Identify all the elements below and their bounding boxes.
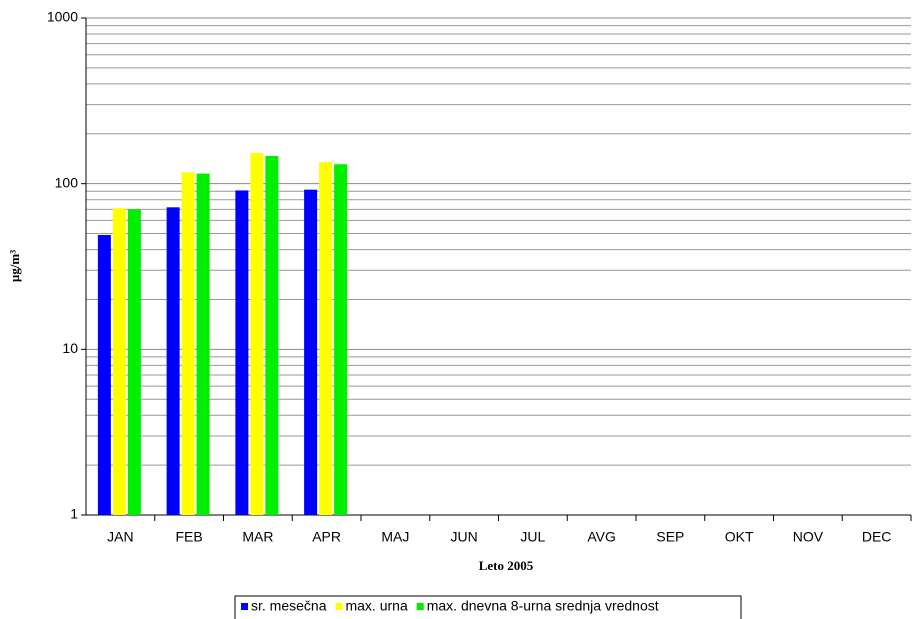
y-tick-label: 10 <box>62 340 78 356</box>
x-axis-title: Leto 2005 <box>479 558 534 573</box>
legend-label: max. urna <box>345 598 407 614</box>
x-tick-label: JUN <box>451 529 478 545</box>
y-tick-label: 1 <box>70 506 78 522</box>
bar <box>97 234 111 515</box>
x-tick-label: AVG <box>587 529 616 545</box>
bar <box>319 162 333 515</box>
legend-swatch <box>241 603 248 610</box>
bar <box>196 173 210 515</box>
x-tick-label: SEP <box>656 529 684 545</box>
legend-swatch <box>335 603 343 610</box>
legend-box <box>234 595 742 619</box>
x-tick-label: JAN <box>107 529 133 545</box>
bar <box>127 209 141 516</box>
bar <box>181 172 195 515</box>
bar <box>265 155 279 515</box>
legend-swatch <box>416 603 424 610</box>
y-tick-label: 1000 <box>47 9 78 25</box>
bar <box>334 164 348 516</box>
x-tick-label: DEC <box>862 529 892 545</box>
legend-label: sr. mesečna <box>251 598 327 614</box>
x-tick-label: APR <box>312 529 341 545</box>
x-tick-label: MAR <box>242 529 273 545</box>
x-tick-label: MAJ <box>381 529 409 545</box>
bar <box>304 189 318 515</box>
bar <box>250 153 264 515</box>
bar <box>235 190 249 515</box>
y-tick-label: 100 <box>55 174 79 190</box>
y-axis-title: µg/m³ <box>7 250 22 282</box>
x-tick-label: OKT <box>725 529 754 545</box>
bar <box>112 208 126 515</box>
x-tick-label: JUL <box>520 529 545 545</box>
legend-label: max. dnevna 8-urna srednja vrednost <box>427 598 659 614</box>
bar <box>166 207 180 515</box>
x-tick-label: NOV <box>793 529 824 545</box>
x-tick-label: FEB <box>176 529 203 545</box>
